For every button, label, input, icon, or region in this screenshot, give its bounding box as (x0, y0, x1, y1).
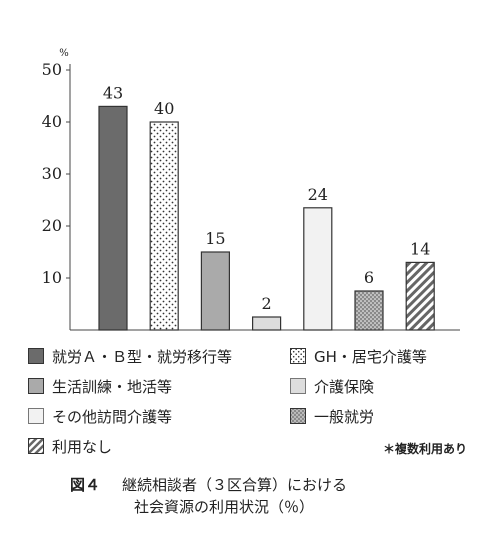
bar-value-label: 6 (364, 268, 374, 287)
legend-label: 利用なし (52, 437, 113, 456)
bar-value-label: 40 (154, 99, 174, 118)
bars-group (98, 105, 435, 331)
legend-label: 就労Ａ・Ｂ型・就労移行等 (52, 347, 233, 366)
bar (354, 290, 384, 331)
figure-number: 図４ (70, 476, 101, 494)
bar-value-label: 24 (308, 185, 328, 204)
legend-swatch (28, 408, 44, 424)
legend-swatch (290, 378, 306, 394)
bar (303, 207, 333, 331)
caption-line-2: 社会資源の利用状況（％） (134, 498, 315, 516)
y-tick-label: 20 (42, 216, 62, 235)
axis-group: 10 20 30 40 50% (42, 48, 460, 331)
legend-item: 利用なし (28, 434, 112, 458)
legend-item: 介護保険 (290, 374, 374, 398)
legend-label: GH・居宅介護等 (314, 347, 427, 366)
bar-value-label: 43 (103, 83, 123, 102)
legend-label: 生活訓練・地活等 (52, 377, 173, 396)
legend-swatch (290, 408, 306, 424)
legend: 就労Ａ・Ｂ型・就労移行等 GH・居宅介護等生活訓練・地活等 介護保険その他訪問介護等… (28, 340, 478, 465)
legend-label: 一般就労 (314, 407, 375, 426)
bar (405, 261, 435, 331)
legend-item: 一般就労 (290, 404, 374, 428)
bar-value-label: 2 (262, 294, 272, 313)
y-tick-label: 10 (42, 268, 62, 287)
bar (98, 105, 128, 331)
legend-item: その他訪問介護等 (28, 404, 172, 428)
legend-item: 就労Ａ・Ｂ型・就労移行等 (28, 344, 232, 368)
legend-item: GH・居宅介護等 (290, 344, 427, 368)
bar-value-label: 14 (410, 239, 430, 258)
legend-swatch (290, 348, 306, 364)
legend-label: その他訪問介護等 (52, 407, 173, 426)
legend-item: 生活訓練・地活等 (28, 374, 172, 398)
bar (149, 121, 179, 331)
y-unit-label: % (59, 48, 69, 59)
caption-title-1: 継続相談者（３区合算）における (122, 476, 348, 494)
legend-swatch (28, 348, 44, 364)
bar (252, 316, 282, 331)
bar-value-label: 15 (205, 229, 225, 248)
legend-swatch (28, 378, 44, 394)
legend-label: 介護保険 (314, 377, 375, 396)
bar (200, 251, 230, 331)
footnote: ＊複数利用あり (382, 442, 467, 456)
value-labels-group: 43 40 15 2 24 6 14 (103, 83, 431, 313)
y-tick-label: 50 (42, 60, 62, 79)
figure-caption: 図４ 継続相談者（３区合算）における 社会資源の利用状況（％） (70, 474, 470, 518)
y-tick-label: 40 (42, 112, 62, 131)
legend-swatch (28, 438, 44, 454)
bar-chart: 10 20 30 40 50% 43 40 15 2 24 6 14 (42, 48, 460, 331)
caption-line-1: 図４ 継続相談者（３区合算）における (70, 474, 470, 496)
y-tick-label: 30 (42, 164, 62, 183)
